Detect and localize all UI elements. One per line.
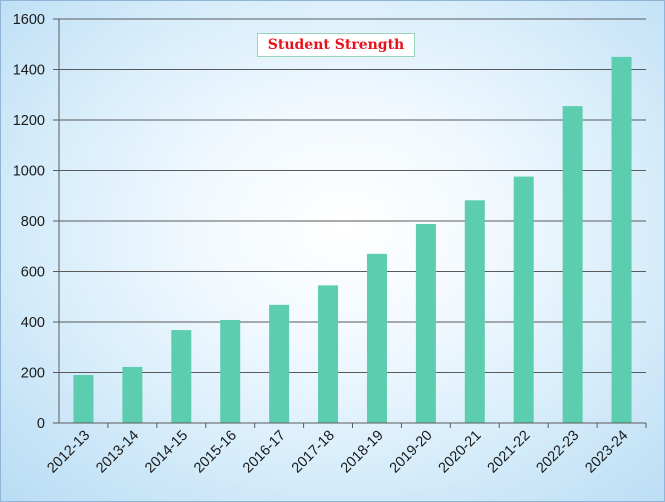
y-tick-label: 1400 [13,63,45,79]
gridlines [59,18,646,373]
bar-2023-24 [611,56,632,423]
x-tick-label: 2013-14 [93,428,142,477]
x-tick-label: 2012-13 [44,428,93,477]
y-tick-label: 400 [21,315,45,331]
y-tick-label: 1600 [13,12,45,28]
y-tick-label: 0 [37,416,45,432]
x-tick-labels: 2012-13 2013-14 2014-15 2015-16 2016-17 2017-… [44,428,631,477]
bar-2022-23 [562,106,583,424]
x-tick-label: 2014-15 [142,428,191,477]
bar-2018-19 [366,253,387,423]
y-tick-labels: 0 200 400 600 800 1000 1200 1400 1600 [13,12,45,432]
bar-2012-13 [73,375,94,423]
x-tick-label: 2017-18 [289,428,338,477]
x-tick-label: 2023-24 [582,428,631,477]
bar-2013-14 [122,366,143,423]
y-tick-label: 800 [21,214,45,230]
axes [53,18,647,428]
y-tick-label: 1000 [13,164,45,180]
bar-2020-21 [464,200,485,423]
x-tick-label: 2016-17 [240,428,289,477]
x-tick-label: 2015-16 [191,428,240,477]
bars [73,56,632,424]
x-tick-label: 2018-19 [338,428,387,477]
bar-2016-17 [269,304,290,423]
bar-2015-16 [220,319,241,423]
y-tick-label: 600 [21,265,45,281]
y-tick-label: 1200 [13,113,45,129]
bar-2021-22 [513,176,534,423]
x-tick-label: 2022-23 [534,428,583,477]
bar-2019-20 [415,224,436,423]
x-tick-label: 2019-20 [387,428,436,477]
x-tick-label: 2021-22 [485,428,534,477]
chart-title: Student Strength [267,37,405,53]
bar-2017-18 [318,285,339,423]
bar-2014-15 [171,330,192,423]
y-tick-label: 200 [21,366,45,382]
x-tick-label: 2020-21 [436,428,485,477]
chart-title-box: Student Strength [257,33,415,57]
